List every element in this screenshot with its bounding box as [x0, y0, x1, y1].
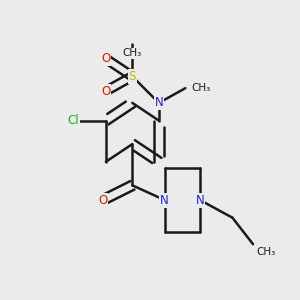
- Text: S: S: [129, 70, 136, 83]
- Text: N: N: [154, 96, 163, 110]
- Text: Cl: Cl: [68, 114, 79, 127]
- Text: CH₃: CH₃: [191, 83, 211, 93]
- Text: N: N: [196, 194, 204, 207]
- Text: CH₃: CH₃: [123, 48, 142, 59]
- Text: CH₃: CH₃: [256, 247, 275, 257]
- Text: O: O: [98, 194, 107, 207]
- Text: N: N: [160, 194, 169, 207]
- Text: O: O: [101, 85, 110, 98]
- Text: O: O: [101, 52, 110, 65]
